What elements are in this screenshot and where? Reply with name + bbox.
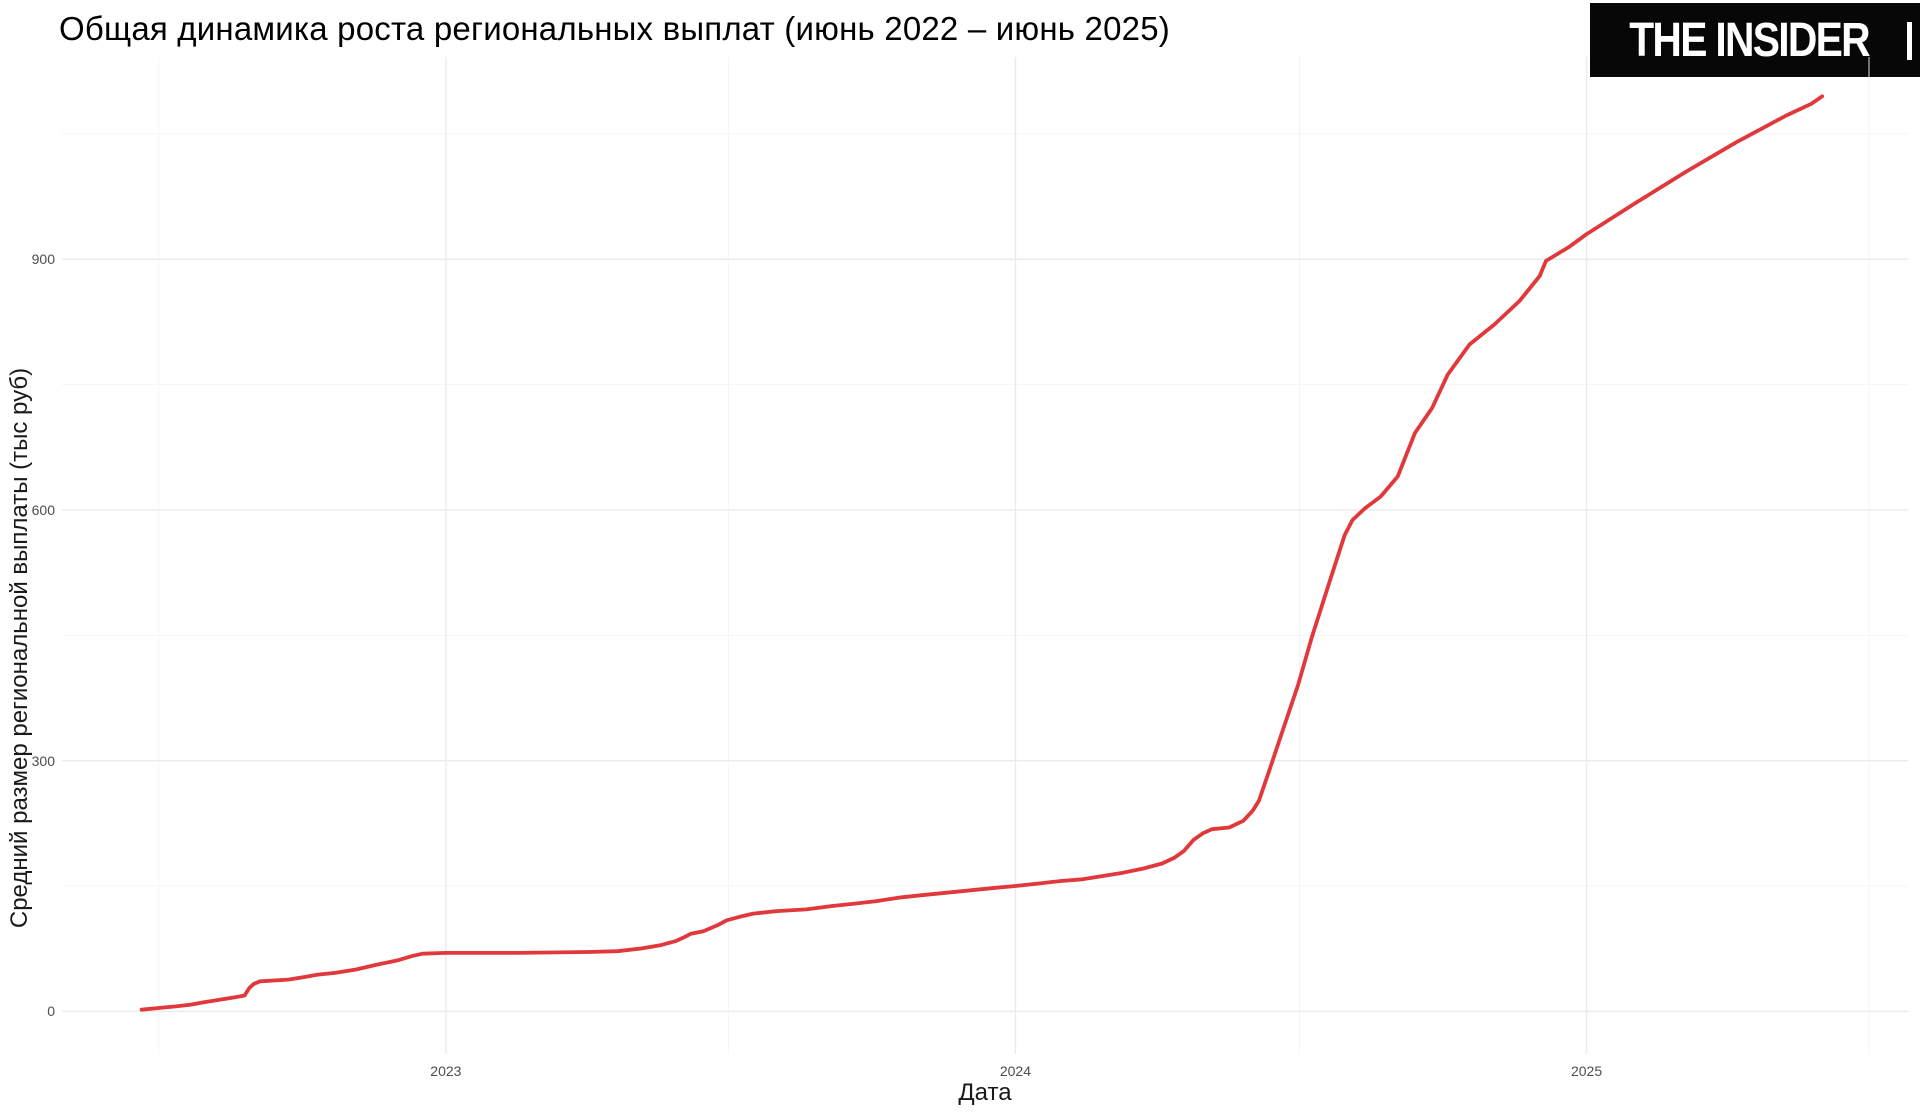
y-tick-label: 600 <box>31 501 55 518</box>
y-tick-label: 0 <box>47 1003 55 1020</box>
logo-text: THE INSIDER <box>1629 13 1870 67</box>
chart-title: Общая динамика роста региональных выплат… <box>59 10 1170 47</box>
x-tick-label: 2024 <box>999 1063 1031 1079</box>
x-tick-label: 2025 <box>1570 1063 1603 1079</box>
y-axis-title: Средний размер региональной выплаты (тыс… <box>6 367 33 929</box>
gridlines-minor <box>62 57 1908 1054</box>
y-tick-label: 300 <box>31 752 55 769</box>
y-tick-label: 900 <box>31 251 55 268</box>
payments-line <box>139 94 1825 1012</box>
logo-cursor-bar <box>1907 22 1912 60</box>
the-insider-logo: THE INSIDER <box>1590 3 1920 77</box>
x-axis-title: Дата <box>958 1079 1012 1106</box>
x-tick-label: 2023 <box>430 1063 462 1079</box>
